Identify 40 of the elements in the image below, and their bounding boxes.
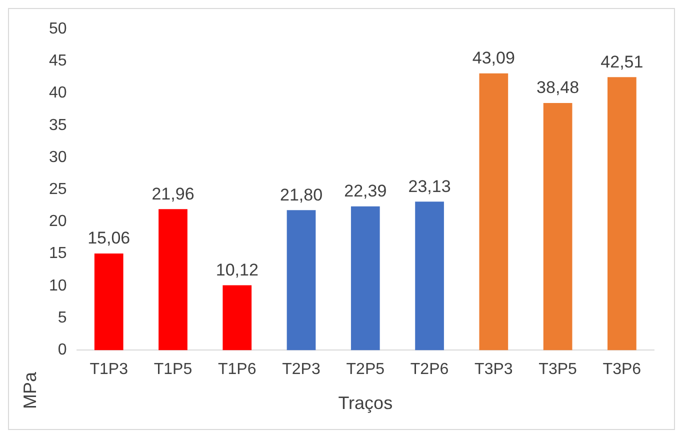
data-label: 21,96 [152,184,194,204]
bar [479,73,508,350]
y-tick-label: 30 [49,148,67,166]
y-tick-label: 25 [49,181,67,198]
y-tick-label: 45 [49,52,67,70]
x-axis-title: Traços [338,393,393,414]
y-tick-label: 0 [58,342,67,359]
data-label: 23,13 [408,176,451,196]
data-label: 38,48 [536,78,580,98]
x-tick-label: T2P6 [410,361,449,378]
data-label: 22,39 [344,182,387,201]
y-tick-label: 40 [49,84,67,102]
x-tick-label: T3P6 [602,361,642,378]
y-axis-title: MPa [20,371,40,409]
y-tick-label: 20 [49,213,67,230]
bar [158,209,188,350]
x-tick-label: T3P3 [474,361,513,378]
x-tick-label: T2P3 [282,361,320,378]
x-tick-label: T1P3 [90,361,128,378]
x-tick-label: T1P5 [154,361,192,378]
y-tick-label: 5 [58,309,67,326]
bar [415,202,444,350]
data-label: 21,80 [280,185,323,204]
bar [94,253,124,350]
data-label: 43,09 [472,48,515,68]
data-label: 42,51 [600,52,644,72]
x-tick-label: T2P5 [346,361,385,378]
y-tick-label: 35 [49,116,67,134]
x-tick-label: T3P5 [538,361,578,378]
y-tick-label: 15 [49,245,67,262]
data-label: 15,06 [88,228,130,248]
bar [350,206,380,350]
x-tick-label: T1P6 [218,361,256,378]
bar [222,285,252,350]
y-tick-label: 50 [49,20,67,38]
bar [286,210,316,350]
data-label: 10,12 [216,260,258,280]
bar [608,77,636,350]
bar [543,103,572,350]
y-tick-label: 10 [49,277,67,294]
